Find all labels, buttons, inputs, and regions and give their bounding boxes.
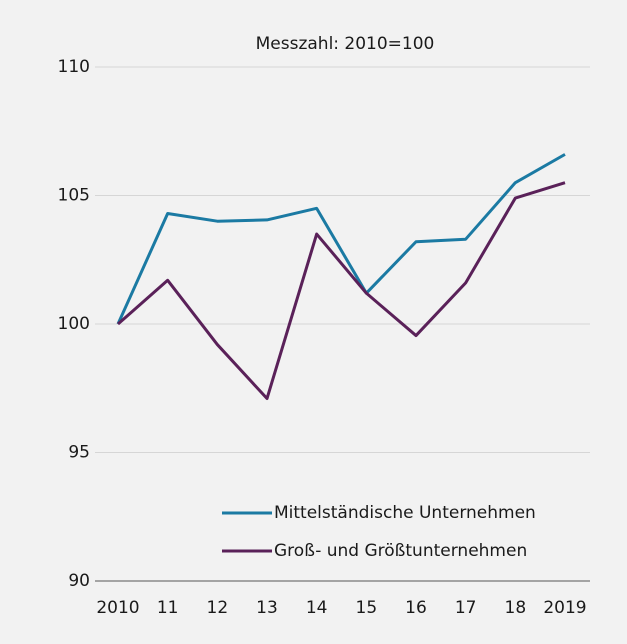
x-tick-label: 13: [256, 598, 278, 618]
x-tick-label: 2010: [96, 598, 139, 618]
x-tick-label: 15: [356, 598, 378, 618]
chart-title: Messzahl: 2010=100: [256, 34, 435, 54]
y-tick-label: 95: [68, 443, 90, 463]
x-tick-label: 2019: [543, 598, 586, 618]
x-tick-label: 18: [505, 598, 527, 618]
x-tick-label: 17: [455, 598, 477, 618]
legend-label: Groß- und Größtunternehmen: [274, 541, 527, 561]
x-tick-label: 16: [405, 598, 427, 618]
series-line: [116, 153, 566, 325]
y-tick-label: 105: [58, 186, 90, 206]
series-line: [117, 181, 566, 401]
legend-label: Mittelständische Unternehmen: [274, 503, 536, 523]
x-tick-label: 11: [157, 598, 179, 618]
y-tick-label: 110: [58, 57, 90, 77]
x-tick-label: 14: [306, 598, 328, 618]
x-tick-label: 12: [207, 598, 229, 618]
y-tick-label: 90: [68, 571, 90, 591]
y-tick-label: 100: [58, 314, 90, 334]
